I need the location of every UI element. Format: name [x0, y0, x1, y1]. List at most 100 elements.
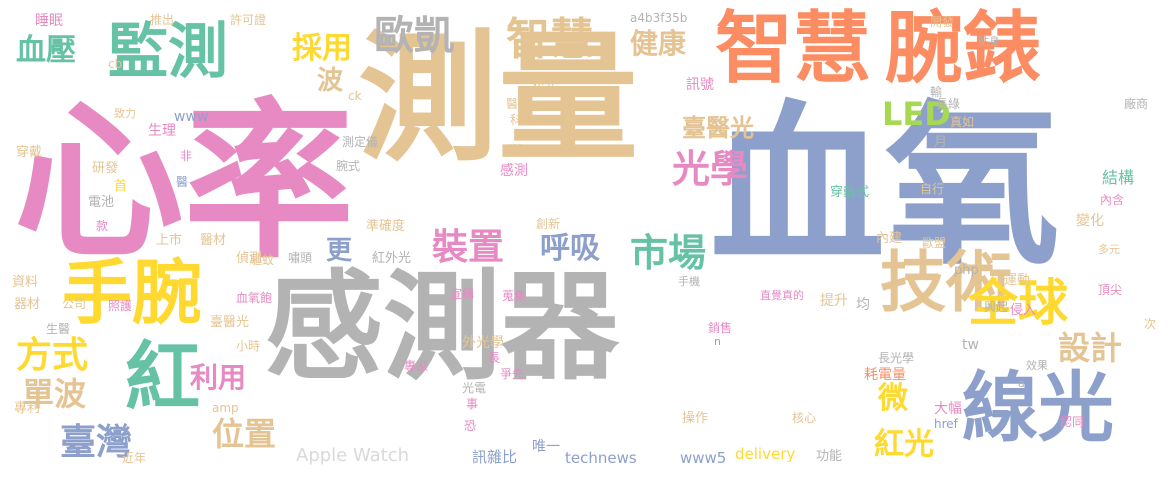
word: 爭先 [500, 367, 525, 381]
word: 侵入 [1010, 303, 1037, 318]
word: 銷售 [708, 321, 733, 335]
word: 驅蚊 [250, 253, 275, 267]
word: technews [565, 449, 637, 467]
word: 專利 [14, 401, 41, 416]
word: amp [212, 401, 239, 415]
word: 多元 [1098, 243, 1120, 256]
word: 歐凱 [374, 13, 454, 59]
word: 直覺真的 [760, 289, 804, 302]
word: 電池 [88, 195, 115, 210]
word: 長光學 [878, 351, 915, 365]
word: 長綠 [936, 97, 961, 111]
word: 光學 [672, 147, 749, 191]
word: 近年 [122, 451, 147, 465]
word: LED [882, 95, 951, 133]
word: 歐盟 [922, 236, 947, 250]
word: 測定儀 [342, 135, 379, 149]
word: 首 [114, 179, 128, 194]
word: 醫材 [200, 233, 227, 248]
word: 睡眠 [35, 13, 63, 29]
word: tw [962, 337, 979, 353]
word: 準確度 [366, 219, 406, 234]
word: 蒐集 [502, 289, 527, 303]
word: 大幅 [934, 401, 962, 417]
word: 內建 [876, 231, 903, 246]
word: a4b3f35b [630, 11, 688, 25]
word: 血氧 [710, 86, 1060, 289]
word: 致力 [114, 107, 136, 120]
word: 手機 [678, 275, 700, 288]
word: 外光學 [462, 335, 504, 351]
word: 紅 [125, 333, 201, 421]
word: 市場 [630, 231, 707, 275]
word: ck [348, 89, 362, 103]
word: 操作 [682, 411, 709, 426]
word: n [714, 335, 721, 348]
word: 單波 [22, 375, 87, 413]
word: 事 [466, 397, 479, 411]
word: 興起 [984, 300, 1009, 314]
word: www [174, 109, 209, 125]
word: 款 [96, 219, 109, 233]
word: 更 [326, 236, 353, 266]
word: 創新 [536, 217, 561, 231]
word: 血壓 [16, 33, 76, 68]
word: 上市 [156, 233, 183, 248]
word: 線光 [962, 363, 1114, 452]
word: 效果 [1026, 359, 1048, 372]
word: 外光 [530, 77, 558, 93]
word: 腕錶 [885, 4, 1042, 94]
word: 臺灣 [60, 422, 133, 463]
word: 耗電量 [864, 367, 906, 383]
word: 技術 [880, 244, 1012, 321]
word: 腕式 [336, 159, 361, 173]
word: 光電 [462, 381, 487, 395]
word: 變化 [1076, 213, 1104, 229]
word: 呼吸 [540, 231, 600, 266]
word: 自行 [920, 182, 945, 196]
word: 恐 [464, 419, 477, 433]
word: 次 [1144, 317, 1157, 331]
word: 器材 [14, 297, 41, 312]
word: 監測 [108, 17, 228, 87]
word: 公司 [62, 297, 87, 311]
word: 核心 [792, 411, 817, 425]
word: 手腕 [62, 252, 202, 334]
word: 輸 [930, 85, 943, 99]
word: 微 [878, 381, 908, 416]
word: 訊雜比 [472, 448, 518, 466]
word: 心率 [14, 84, 355, 282]
word: 血氧飽 [236, 291, 273, 305]
word: 嘯頭 [288, 251, 313, 265]
word: 小時 [236, 339, 261, 353]
word: 運動 [1004, 273, 1031, 288]
word: 唯一 [532, 439, 560, 455]
word: 健康 [630, 27, 687, 60]
word: 醫療 [506, 97, 531, 111]
word: 採用 [292, 31, 352, 66]
word: 狀況 [506, 143, 531, 157]
word: 內含 [1100, 193, 1125, 207]
word: 生理 [148, 123, 176, 139]
word: delivery [735, 445, 796, 463]
word: 長 [488, 351, 501, 365]
word: 真如 [950, 115, 975, 129]
word: 測量 [358, 18, 639, 181]
word: 認同 [1060, 415, 1085, 429]
word: 專家 [404, 359, 429, 373]
word: 推出 [150, 13, 175, 27]
word: 許可證 [230, 13, 267, 27]
word: 全球 [968, 274, 1068, 332]
word: 月 [934, 135, 948, 150]
word: a [1018, 377, 1025, 390]
word: 資料 [12, 275, 39, 290]
word: 位置 [212, 415, 277, 453]
word: 醫 [176, 175, 189, 189]
word: 臺醫光 [682, 114, 754, 142]
word: 廠商 [1124, 97, 1149, 111]
word: 研發 [92, 161, 119, 176]
word: php [954, 263, 979, 278]
word: 開發 [930, 15, 955, 29]
word: 宣稱 [450, 287, 475, 301]
